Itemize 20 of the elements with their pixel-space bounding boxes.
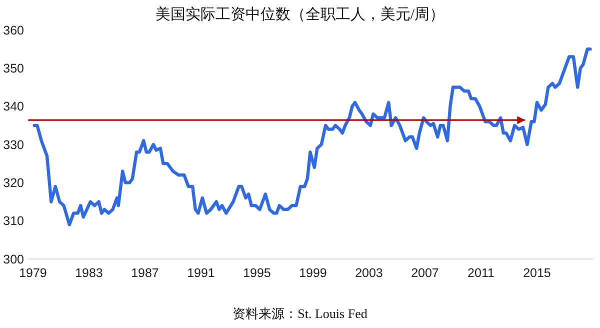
x-tick-label: 1987 (131, 266, 159, 280)
y-tick-label: 340 (3, 100, 24, 114)
chart-title: 美国实际工资中位数（全职工人，美元/周） (155, 6, 445, 23)
y-tick-label: 330 (3, 138, 24, 152)
x-tick-label: 1979 (19, 266, 47, 280)
x-tick-label: 1983 (75, 266, 103, 280)
y-tick-label: 300 (3, 252, 24, 266)
x-tick-label: 1991 (187, 266, 215, 280)
x-tick-label: 2015 (523, 266, 551, 280)
y-tick-label: 350 (3, 62, 24, 76)
y-tick-label: 320 (3, 176, 24, 190)
text: 资料来源：St. Louis Fed (232, 306, 368, 321)
x-tick-label: 1999 (299, 266, 327, 280)
y-tick-label: 310 (3, 214, 24, 228)
y-tick-label: 360 (3, 23, 24, 38)
x-tick-label: 1995 (243, 266, 271, 280)
x-tick-label: 2003 (355, 266, 383, 280)
line-series (32, 47, 592, 226)
x-tick-label: 2011 (468, 266, 494, 280)
x-tick-label: 2007 (411, 266, 439, 280)
